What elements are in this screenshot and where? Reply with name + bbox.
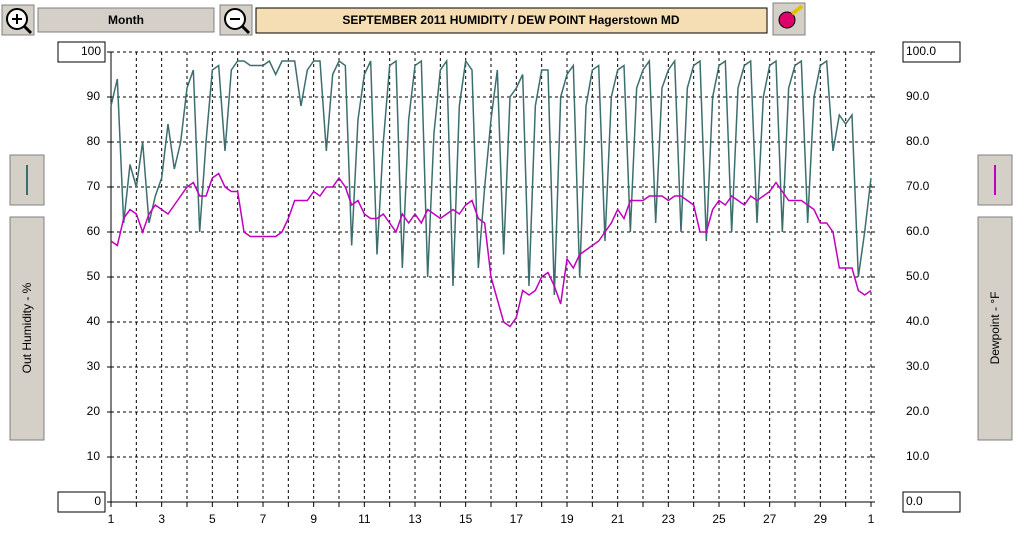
- y2-tick-label: 20.0: [906, 404, 930, 418]
- y2-tick-label: 10.0: [906, 449, 930, 463]
- zoom-in-button[interactable]: [1, 4, 35, 36]
- x-tick-label: 23: [662, 512, 676, 526]
- x-tick-label: 3: [158, 512, 165, 526]
- y-tick-label: 80: [87, 134, 101, 148]
- y-tick-label: 60: [87, 224, 101, 238]
- x-tick-label: 15: [459, 512, 473, 526]
- y-axis-label: Out Humidity - %: [20, 282, 34, 373]
- x-tick-label: 9: [310, 512, 317, 526]
- y-tick-label: 20: [87, 404, 101, 418]
- y2-tick-label: 100.0: [906, 44, 936, 58]
- tick-box: [902, 491, 961, 513]
- y2-tick-label: 40.0: [906, 314, 930, 328]
- y-tick-label: 40: [87, 314, 101, 328]
- y-tick-label: 70: [87, 179, 101, 193]
- x-tick-label: 7: [260, 512, 267, 526]
- chart-title: SEPTEMBER 2011 HUMIDITY / DEW POINT Hage…: [342, 13, 680, 27]
- x-tick-label: 29: [814, 512, 828, 526]
- color-button[interactable]: [772, 2, 806, 36]
- series-line: [110, 172, 872, 328]
- y2-tick-label: 70.0: [906, 179, 930, 193]
- y-tick-label: 10: [87, 449, 101, 463]
- x-tick-label: 17: [510, 512, 524, 526]
- y2-tick-label: 50.0: [906, 269, 930, 283]
- range-label: Month: [108, 13, 144, 27]
- x-tick-label: 5: [209, 512, 216, 526]
- y-tick-label: 50: [87, 269, 101, 283]
- legend-humidity[interactable]: Out Humidity - %: [9, 154, 45, 441]
- range-button[interactable]: Month: [37, 7, 215, 33]
- x-tick-label: 1: [868, 512, 875, 526]
- y2-tick-label: 0.0: [906, 494, 923, 508]
- y2-axis-label: Dewpoint - °F: [988, 292, 1002, 365]
- y-tick-label: 0: [94, 494, 101, 508]
- x-tick-label: 21: [611, 512, 625, 526]
- y2-tick-label: 80.0: [906, 134, 930, 148]
- x-tick-label: 1: [108, 512, 115, 526]
- y2-tick-label: 30.0: [906, 359, 930, 373]
- legend-dewpoint[interactable]: Dewpoint - °F: [977, 154, 1013, 441]
- y-tick-label: 30: [87, 359, 101, 373]
- x-tick-label: 19: [560, 512, 574, 526]
- title-box: [255, 7, 768, 34]
- x-tick-label: 13: [408, 512, 422, 526]
- tick-box: [902, 41, 961, 63]
- y-tick-label: 90: [87, 89, 101, 103]
- y-tick-label: 100: [81, 44, 101, 58]
- x-tick-label: 11: [358, 512, 371, 526]
- tick-box: [57, 491, 106, 513]
- tick-box: [57, 41, 106, 63]
- x-tick-label: 27: [763, 512, 777, 526]
- y2-tick-label: 90.0: [906, 89, 930, 103]
- x-tick-label: 25: [712, 512, 726, 526]
- y2-tick-label: 60.0: [906, 224, 930, 238]
- series-line: [110, 58, 872, 296]
- zoom-out-button[interactable]: [219, 4, 253, 36]
